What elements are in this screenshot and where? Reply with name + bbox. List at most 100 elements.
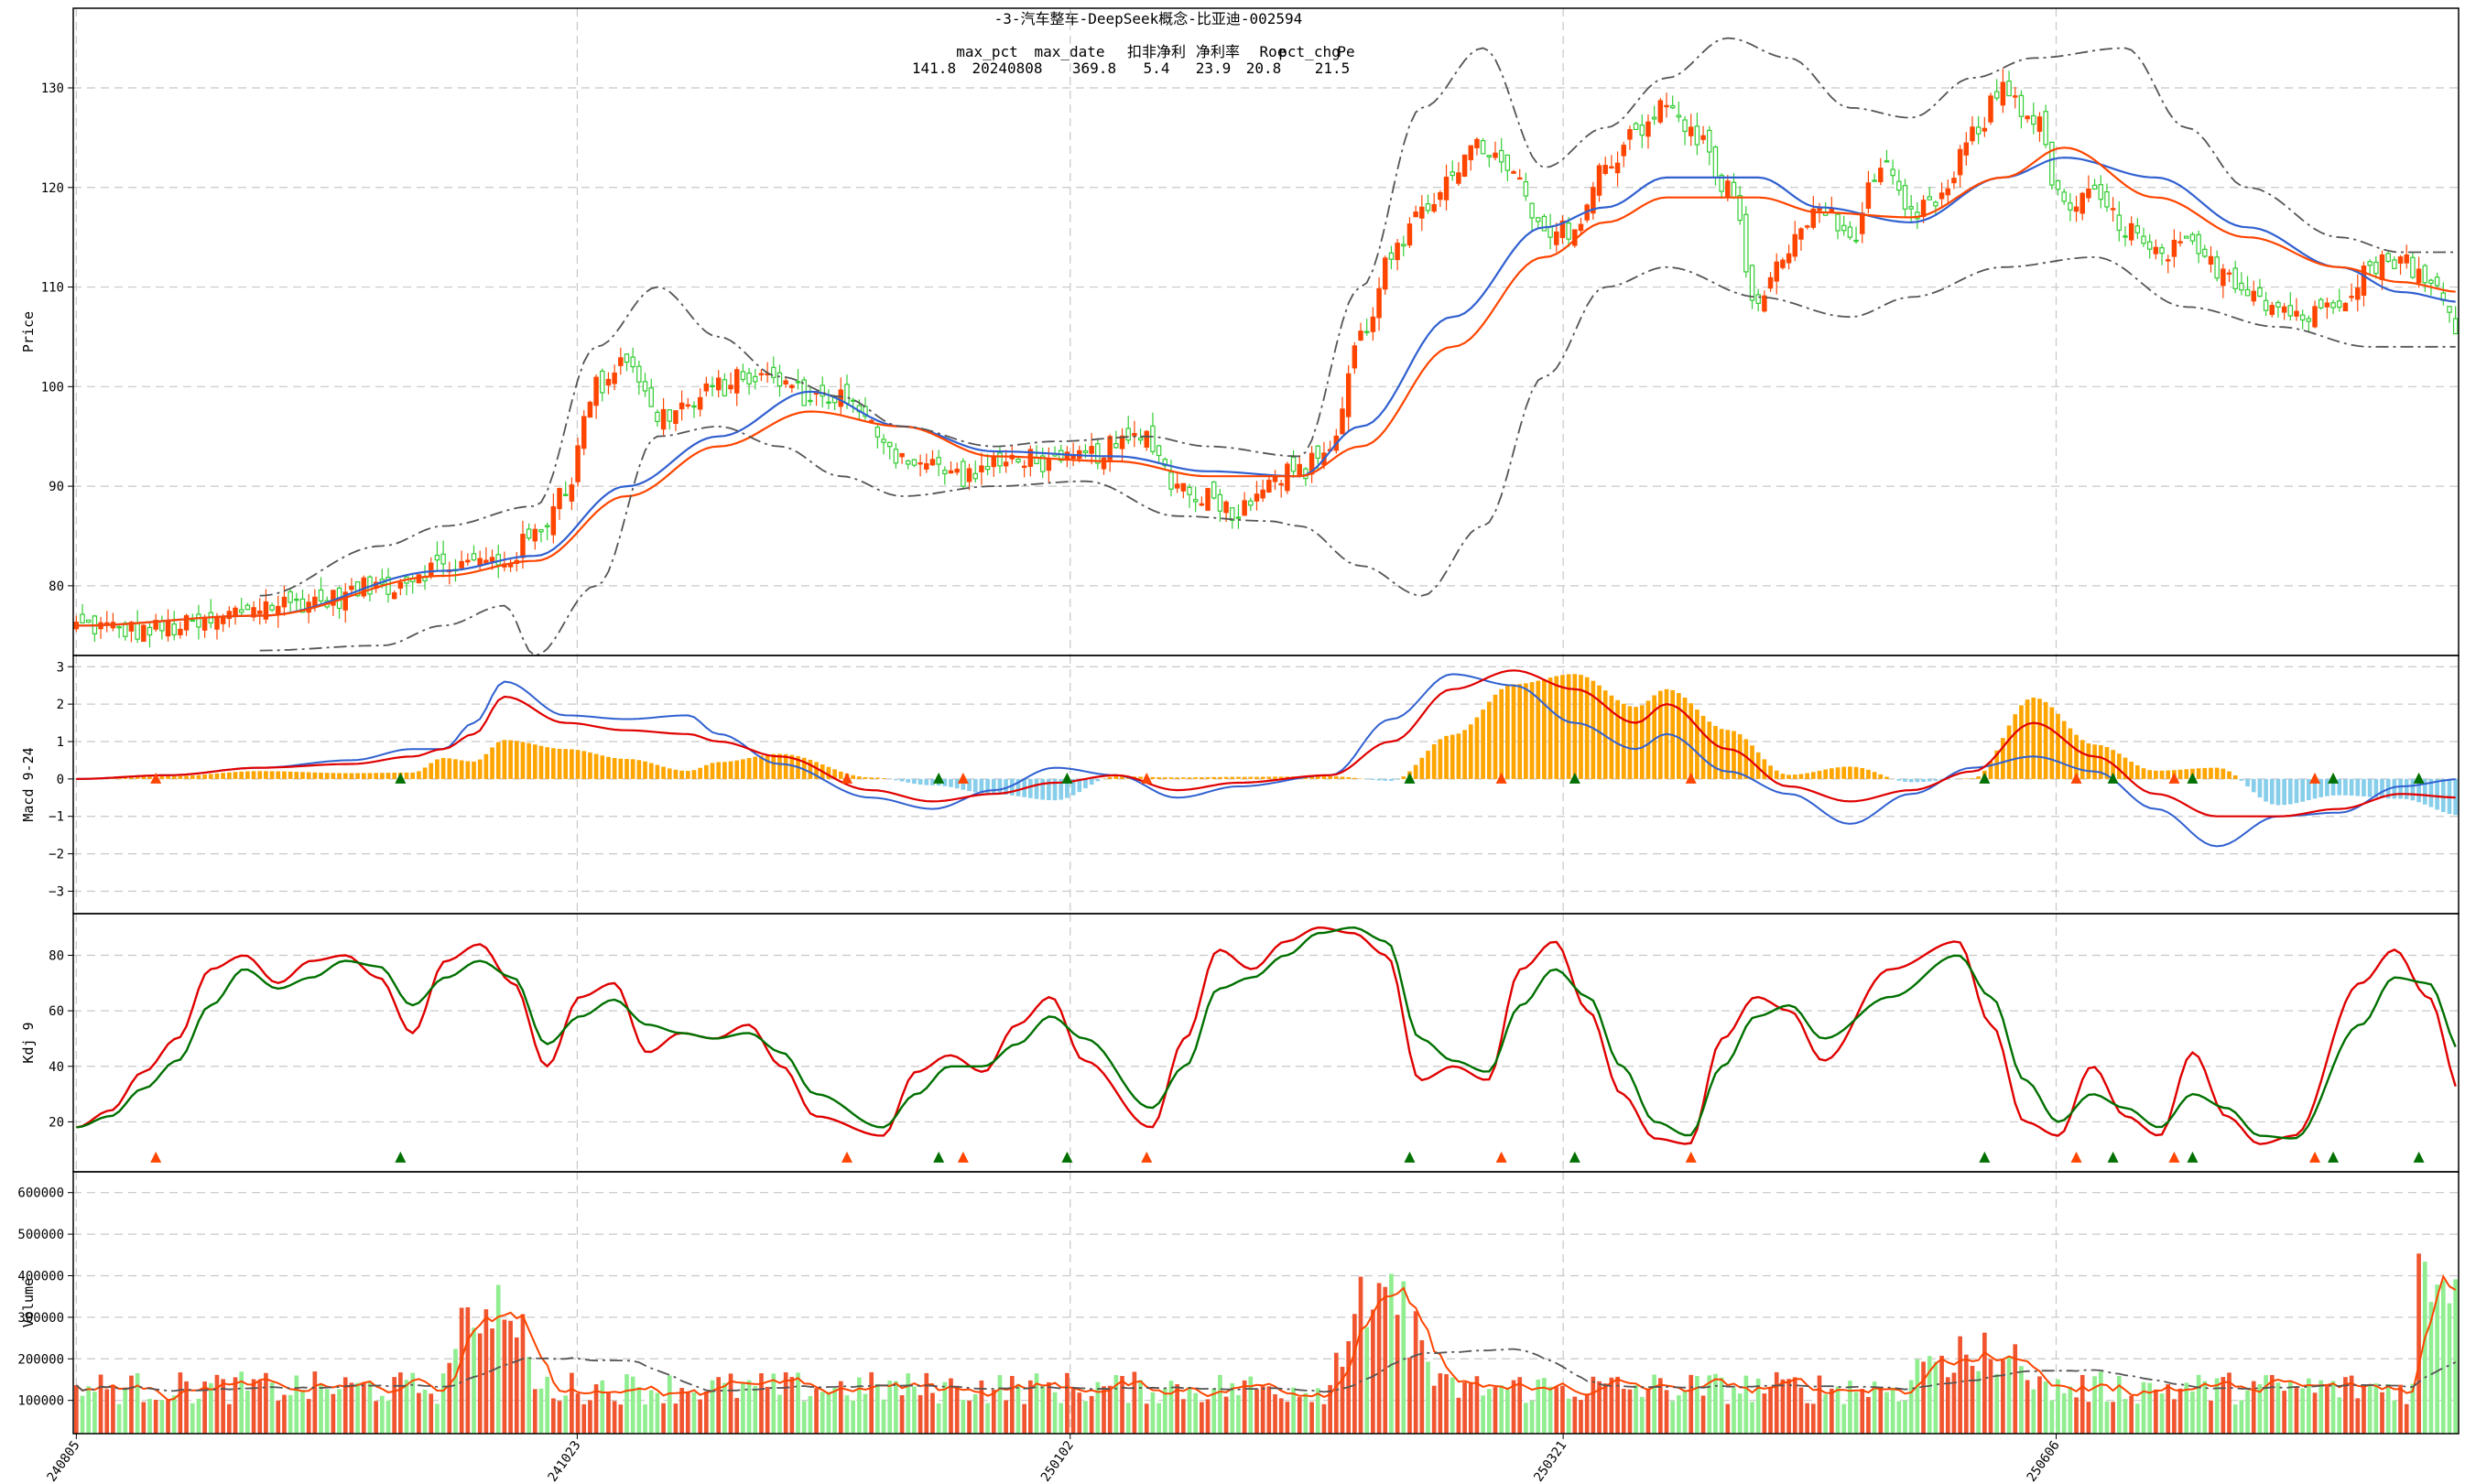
price-candle-body [1841, 224, 1847, 232]
macd-bar [1218, 776, 1222, 779]
price-candle-body [1908, 206, 1914, 210]
volume-bar [2349, 1375, 2354, 1434]
volume-bar [1988, 1359, 1993, 1434]
price-candle-body [459, 560, 464, 569]
price-candle-body [1174, 483, 1180, 489]
price-candle-body [2202, 248, 2208, 257]
price-candle-body [1749, 265, 1755, 301]
price-candle-body [1884, 160, 1890, 163]
price-candle-body [1865, 182, 1872, 210]
macd-bar [557, 748, 562, 779]
macd-bar [1059, 778, 1064, 800]
volume-bar [1639, 1396, 1645, 1434]
macd-bar [1389, 778, 1394, 781]
volume-bar [581, 1403, 587, 1434]
price-candle-body [918, 462, 923, 465]
volume-bar [1994, 1373, 2000, 1434]
info-value-3: 5.4 [1144, 60, 1170, 77]
volume-bar [1805, 1403, 1809, 1434]
volume-bar [264, 1372, 268, 1434]
macd-bar [1743, 739, 1749, 779]
volume-bar [1792, 1377, 1797, 1434]
volume-bar [1737, 1393, 1743, 1434]
macd-bar [2307, 778, 2311, 801]
price-candle-body [1810, 208, 1817, 228]
volume-bar [429, 1393, 434, 1434]
price-candle-body [746, 372, 752, 385]
volume-bar [342, 1377, 348, 1434]
macd-bar [1792, 774, 1797, 779]
macd-bar [575, 750, 581, 779]
macd-bar [2269, 778, 2275, 805]
x-tick-label-3: 250321 [1531, 1438, 1569, 1484]
price-band-upper-line [259, 37, 2456, 597]
volume-ytick-label-2: 300000 [17, 1311, 64, 1326]
price-candle-body [178, 628, 183, 635]
macd-bar [2056, 713, 2060, 779]
volume-bar [746, 1380, 752, 1434]
macd-bar [422, 767, 428, 779]
volume-bar [2330, 1381, 2336, 1434]
price-candle-body [1132, 432, 1137, 437]
macd-bar [2209, 767, 2213, 779]
volume-bar [1077, 1392, 1082, 1434]
volume-bar [814, 1388, 819, 1434]
volume-bar [1401, 1281, 1406, 1434]
price-candle-body [128, 622, 135, 632]
volume-bar [1830, 1388, 1834, 1434]
volume-bar [2294, 1386, 2299, 1434]
volume-bar [2428, 1302, 2434, 1434]
price-candle-body [538, 529, 544, 533]
volume-bar [2307, 1378, 2311, 1434]
price-candle-body [1358, 330, 1363, 341]
volume-bar [239, 1371, 244, 1434]
price-candle-body [1591, 187, 1596, 214]
price-candle-body [2306, 318, 2312, 322]
macd-bar [1321, 776, 1327, 779]
macd-bar [367, 773, 373, 779]
macd-bar [166, 776, 170, 779]
volume-bar [1389, 1273, 1394, 1434]
price-candle-body [244, 604, 251, 611]
macd-ytick-label-2: −1 [49, 810, 64, 825]
volume-bar [2447, 1303, 2452, 1434]
macd-bar [698, 767, 702, 779]
price-candle-body [776, 372, 783, 387]
macd-bar [655, 764, 660, 779]
volume-bar [2404, 1403, 2409, 1434]
price-candle-body [2006, 81, 2012, 97]
macd-bar [1810, 772, 1816, 779]
volume-bar [1260, 1386, 1265, 1434]
volume-bar [1707, 1375, 1712, 1434]
macd-bar [1028, 778, 1033, 798]
volume-bar [2159, 1393, 2165, 1434]
macd-bar [734, 760, 740, 779]
price-candle-body [190, 619, 195, 623]
macd-bar [410, 772, 416, 779]
volume-bar [2385, 1383, 2391, 1434]
macd-bar [1395, 778, 1400, 780]
price-candle-body [1468, 145, 1474, 161]
volume-bar [527, 1357, 531, 1434]
macd-bar [2061, 720, 2067, 779]
price-candle-body [966, 468, 972, 482]
volume-bar [1040, 1385, 1046, 1434]
macd-bar [1786, 774, 1791, 779]
volume-bar [1285, 1402, 1290, 1434]
volume-bar [495, 1284, 501, 1434]
price-candle-body [1547, 226, 1553, 238]
volume-bar [906, 1373, 911, 1434]
price-candle-body [1431, 204, 1437, 212]
volume-bar [2092, 1376, 2097, 1434]
price-candle-body [1285, 463, 1290, 492]
macd-bar [612, 757, 617, 779]
signal-marker [2107, 1151, 2119, 1163]
price-candle-body [1817, 208, 1822, 211]
macd-bar [184, 775, 189, 779]
price-candle-body [1664, 104, 1669, 108]
price-ma-orange-line [76, 146, 2456, 627]
macd-ytick-label-4: 1 [57, 735, 64, 750]
price-candle-body [929, 459, 936, 466]
price-candle-body [715, 377, 722, 391]
price-candle-body [1003, 461, 1009, 467]
